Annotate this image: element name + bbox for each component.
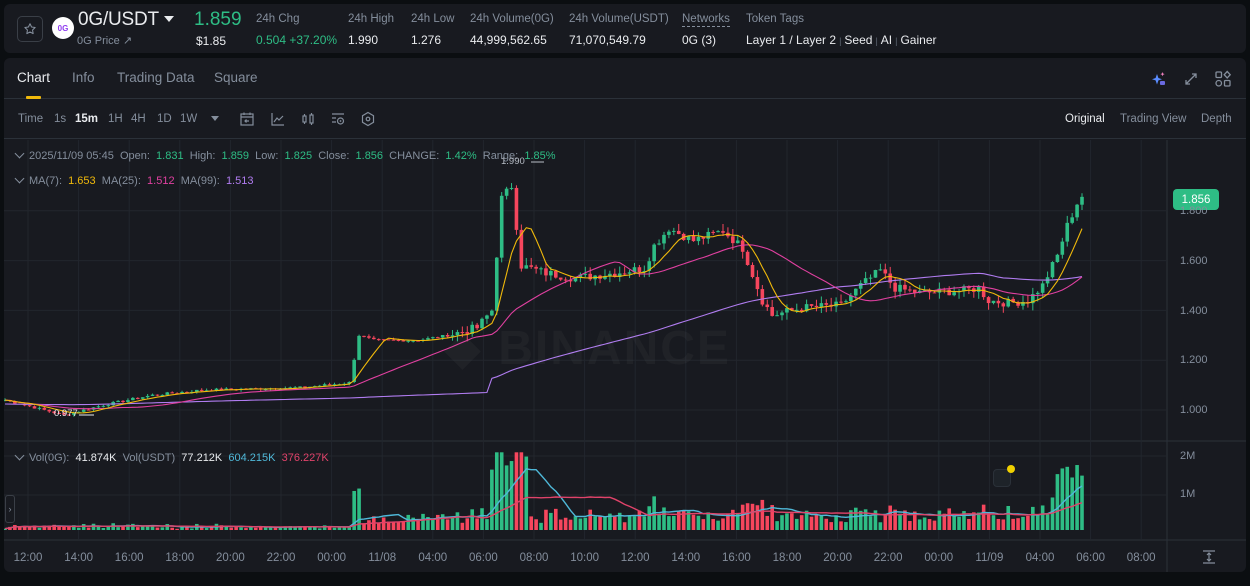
token-tag[interactable]: Gainer <box>900 33 937 47</box>
x-axis-label: 14:00 <box>671 552 701 564</box>
x-axis-label: 00:00 <box>317 552 346 564</box>
low-marker: 0.977 <box>54 408 78 419</box>
usd-price: $1.85 <box>196 34 227 48</box>
x-axis-label: 12:00 <box>13 552 43 564</box>
notification-icon[interactable] <box>993 469 1011 487</box>
hexagon-settings-icon[interactable] <box>360 111 376 127</box>
last-price: 1.859 <box>194 9 242 30</box>
collapse-chevron-icon[interactable] <box>14 173 25 184</box>
binance-watermark: ◆ BINANCE <box>444 320 731 376</box>
tab-info[interactable]: Info <box>72 70 95 85</box>
interval-1d[interactable]: 1D <box>157 113 172 125</box>
x-axis-label: 12:00 <box>620 552 650 564</box>
x-axis-label: 22:00 <box>873 552 903 564</box>
token-tags-list: Layer 1 / Layer 2 | Seed | AI | Gainer <box>746 33 937 47</box>
x-axis-label: 18:00 <box>165 552 195 564</box>
chart-tabs: Chart Info Trading Data Square <box>4 58 1246 99</box>
stat-24h-volume-base: 24h Volume(0G) 44,999,562.65 <box>470 13 554 47</box>
candle-type-icon[interactable] <box>300 111 316 127</box>
interval-dropdown-icon[interactable] <box>211 116 219 121</box>
chart-toolbar: Time 1s 15m 1H 4H 1D 1W Original Trading… <box>4 100 1246 139</box>
ohlc-legend: 2025/11/09 05:45 Open: 1.831 High: 1.859… <box>14 148 556 162</box>
expand-sidebar-button[interactable]: › <box>5 495 15 523</box>
calendar-icon[interactable] <box>239 111 255 127</box>
x-axis-label: 00:00 <box>924 552 954 564</box>
stat-token-tags: Token Tags Layer 1 / Layer 2 | Seed | AI | Gai… <box>746 13 937 47</box>
interval-1s[interactable]: 1s <box>54 113 67 125</box>
x-axis-label: 06:00 <box>469 552 498 564</box>
stat-24h-high: 24h High 1.990 <box>348 13 395 47</box>
x-axis-label: 22:00 <box>266 552 296 564</box>
x-axis-label: 16:00 <box>722 552 751 564</box>
notification-dot <box>1007 465 1015 473</box>
chart-panel: Chart Info Trading Data Square Time 1s 1… <box>4 58 1246 572</box>
pair-selector[interactable]: 0G/USDT <box>78 9 159 30</box>
collapse-chevron-icon[interactable] <box>14 148 25 159</box>
stat-24h-low: 24h Low 1.276 <box>411 13 455 47</box>
ticker-header: 0G 0G/USDT 0G Price ↗ 1.859 $1.85 24h Ch… <box>4 4 1246 53</box>
x-axis-label: 11/08 <box>368 552 397 564</box>
stat-24h-change: 24h Chg 0.504 +37.20% <box>256 13 338 47</box>
token-logo: 0G <box>52 17 74 39</box>
token-tag[interactable]: Layer 1 / Layer 2 <box>746 33 837 47</box>
high-marker: 1.990 <box>501 156 525 167</box>
tab-trading-data[interactable]: Trading Data <box>117 70 195 85</box>
x-axis-label: 10:00 <box>570 552 599 564</box>
y-axis-label: 1.000 <box>1180 404 1208 416</box>
x-axis-label: 11/09 <box>975 552 1004 564</box>
collapse-chevron-icon[interactable] <box>14 450 25 461</box>
layout-grid-icon[interactable] <box>1214 70 1232 88</box>
interval-4h[interactable]: 4H <box>131 113 146 125</box>
volume-legend: Vol(0G): 41.874K Vol(USDT) 77.212K 604.2… <box>14 450 329 464</box>
stat-24h-volume-quote: 24h Volume(USDT) 71,070,549.79 <box>569 13 669 47</box>
x-axis-label: 04:00 <box>1025 552 1055 564</box>
auto-scale-icon[interactable] <box>1202 550 1216 564</box>
interval-1w[interactable]: 1W <box>180 113 198 125</box>
y-axis-label: 1.800 <box>1180 205 1208 217</box>
x-axis-label: 16:00 <box>114 552 144 564</box>
x-axis-label: 08:00 <box>519 552 549 564</box>
fullscreen-icon[interactable] <box>1182 70 1200 88</box>
y-axis-label: 1.400 <box>1180 305 1208 317</box>
pair-dropdown-icon[interactable] <box>164 16 174 22</box>
x-axis-label: 04:00 <box>418 552 448 564</box>
x-axis-label: 14:00 <box>64 552 93 564</box>
ai-sparkle-icon[interactable] <box>1150 70 1168 88</box>
interval-15m[interactable]: 15m <box>75 113 99 125</box>
tab-square[interactable]: Square <box>214 70 258 85</box>
y-axis-label: 1.600 <box>1180 255 1208 267</box>
candlestick-canvas[interactable] <box>4 140 1246 572</box>
current-price-tag: 1.856 <box>1173 189 1219 210</box>
view-trading-view[interactable]: Trading View <box>1120 113 1187 125</box>
view-depth[interactable]: Depth <box>1201 113 1232 125</box>
interval-1h[interactable]: 1H <box>108 113 123 125</box>
volume-axis-label: 1M <box>1180 488 1196 500</box>
ma-legend: MA(7): 1.653 MA(25): 1.512 MA(99): 1.513 <box>14 173 253 187</box>
x-axis-label: 18:00 <box>772 552 802 564</box>
active-tab-indicator <box>26 96 41 99</box>
kline-chart[interactable]: ◆ BINANCE 2025/11/09 05:45 Open: 1.831 H… <box>4 140 1246 572</box>
x-axis-label: 20:00 <box>823 552 852 564</box>
favorite-button[interactable] <box>17 16 43 42</box>
tab-chart[interactable]: Chart <box>17 70 51 85</box>
x-axis-label: 08:00 <box>1126 552 1156 564</box>
token-tag[interactable]: Seed <box>844 33 873 47</box>
stat-networks[interactable]: Networks 0G (3) <box>682 13 730 47</box>
indicators-icon[interactable] <box>270 111 286 127</box>
token-price-link[interactable]: 0G Price ↗ <box>77 35 133 47</box>
time-label[interactable]: Time <box>18 113 44 125</box>
star-icon <box>24 23 36 35</box>
y-axis-label: 1.200 <box>1180 354 1208 366</box>
chart-settings-icon[interactable] <box>330 111 346 127</box>
x-axis-label: 20:00 <box>216 552 245 564</box>
view-original[interactable]: Original <box>1065 113 1105 125</box>
token-tag[interactable]: AI <box>880 33 893 47</box>
x-axis-label: 06:00 <box>1076 552 1105 564</box>
volume-axis-label: 2M <box>1180 450 1196 462</box>
